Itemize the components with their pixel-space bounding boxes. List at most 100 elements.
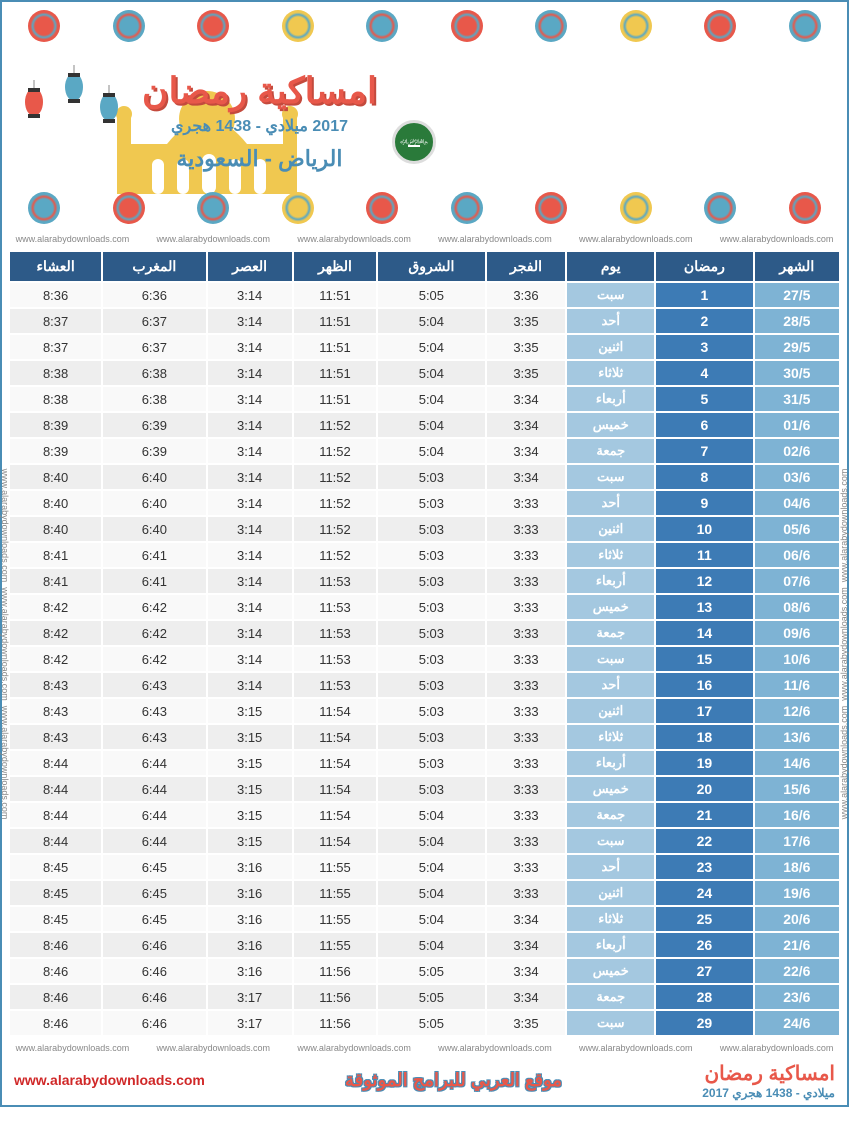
pattern-dot-icon <box>451 192 483 224</box>
table-cell: 5:03 <box>378 491 484 515</box>
table-cell: ثلاثاء <box>567 907 654 931</box>
watermark-text: www.alarabydownloads.com <box>16 234 130 244</box>
table-cell: 11:55 <box>294 881 376 905</box>
table-cell: 3:15 <box>208 803 292 827</box>
table-cell: 6:46 <box>103 1011 205 1035</box>
table-cell: 3 <box>656 335 752 359</box>
watermark-text: www.alarabydownloads.com <box>157 1043 271 1053</box>
table-row: 02/67جمعة3:345:0411:523:146:398:39 <box>10 439 839 463</box>
table-cell: أحد <box>567 491 654 515</box>
table-cell: 5:03 <box>378 465 484 489</box>
table-cell: 8:44 <box>10 803 101 827</box>
table-cell: 8:40 <box>10 491 101 515</box>
watermark-text: www.alarabydownloads.com <box>438 1043 552 1053</box>
table-cell: 8 <box>656 465 752 489</box>
watermark-text: www.alarabydownloads.com <box>157 234 271 244</box>
table-cell: 11:54 <box>294 699 376 723</box>
table-cell: 6:39 <box>103 413 205 437</box>
table-cell: سبت <box>567 647 654 671</box>
table-row: 27/51سبت3:365:0511:513:146:368:36 <box>10 283 839 307</box>
table-cell: 18/6 <box>755 855 839 879</box>
table-row: 13/618ثلاثاء3:335:0311:543:156:438:43 <box>10 725 839 749</box>
table-cell: 11:52 <box>294 439 376 463</box>
table-cell: 8:37 <box>10 309 101 333</box>
table-cell: 22/6 <box>755 959 839 983</box>
table-cell: 8:46 <box>10 985 101 1009</box>
table-row: 09/614جمعة3:335:0311:533:146:428:42 <box>10 621 839 645</box>
table-cell: 6:42 <box>103 595 205 619</box>
table-cell: ثلاثاء <box>567 725 654 749</box>
pattern-dot-icon <box>113 10 145 42</box>
table-cell: 3:14 <box>208 335 292 359</box>
table-cell: 29 <box>656 1011 752 1035</box>
table-cell: 3:14 <box>208 569 292 593</box>
table-cell: 8:43 <box>10 725 101 749</box>
table-row: 10/615سبت3:335:0311:533:146:428:42 <box>10 647 839 671</box>
table-header-cell: الشروق <box>378 252 484 281</box>
table-cell: 14 <box>656 621 752 645</box>
table-cell: 8:41 <box>10 543 101 567</box>
table-cell: أربعاء <box>567 933 654 957</box>
table-cell: خميس <box>567 595 654 619</box>
table-cell: 3:33 <box>487 673 566 697</box>
table-cell: 5:03 <box>378 621 484 645</box>
table-row: 15/620خميس3:335:0311:543:156:448:44 <box>10 777 839 801</box>
table-row: 23/628جمعة3:345:0511:563:176:468:46 <box>10 985 839 1009</box>
table-cell: 6:43 <box>103 673 205 697</box>
table-cell: 6:40 <box>103 517 205 541</box>
table-cell: 5:04 <box>378 907 484 931</box>
table-cell: جمعة <box>567 439 654 463</box>
svg-text:﷽: ﷽ <box>400 138 428 146</box>
table-cell: 28 <box>656 985 752 1009</box>
table-cell: 8:45 <box>10 855 101 879</box>
table-cell: 13 <box>656 595 752 619</box>
table-cell: 11:55 <box>294 855 376 879</box>
table-cell: أحد <box>567 855 654 879</box>
table-cell: 5:03 <box>378 595 484 619</box>
table-cell: 3:14 <box>208 673 292 697</box>
pattern-dot-icon <box>704 10 736 42</box>
table-row: 03/68سبت3:345:0311:523:146:408:40 <box>10 465 839 489</box>
table-cell: خميس <box>567 959 654 983</box>
main-title: امساكية رمضان <box>142 70 377 112</box>
table-cell: 3:33 <box>487 491 566 515</box>
pattern-dot-icon <box>366 192 398 224</box>
table-cell: 3:33 <box>487 725 566 749</box>
table-cell: 12/6 <box>755 699 839 723</box>
table-cell: 8:42 <box>10 595 101 619</box>
table-row: 28/52أحد3:355:0411:513:146:378:37 <box>10 309 839 333</box>
table-cell: 3:34 <box>487 387 566 411</box>
table-cell: 16/6 <box>755 803 839 827</box>
table-cell: 11:52 <box>294 543 376 567</box>
table-cell: اثنين <box>567 881 654 905</box>
table-cell: 11:55 <box>294 933 376 957</box>
table-cell: 6:46 <box>103 933 205 957</box>
footer-year: 2017 ميلادي - 1438 هجري <box>702 1086 835 1100</box>
table-cell: 5:04 <box>378 881 484 905</box>
table-cell: 5:03 <box>378 699 484 723</box>
watermark-text: www.alarabydownloads.com <box>16 1043 130 1053</box>
table-cell: 8:43 <box>10 699 101 723</box>
table-header-cell: الفجر <box>487 252 566 281</box>
watermark-text: www.alarabydownloads.com <box>720 234 834 244</box>
table-cell: 8:42 <box>10 621 101 645</box>
table-cell: 8:44 <box>10 829 101 853</box>
table-cell: 6:40 <box>103 491 205 515</box>
table-cell: 3:33 <box>487 595 566 619</box>
table-cell: 21/6 <box>755 933 839 957</box>
table-cell: اثنين <box>567 517 654 541</box>
table-cell: 19/6 <box>755 881 839 905</box>
table-cell: 3:16 <box>208 881 292 905</box>
table-cell: 25 <box>656 907 752 931</box>
table-cell: 5:03 <box>378 517 484 541</box>
table-cell: 18 <box>656 725 752 749</box>
header: امساكية رمضان 2017 ميلادي - 1438 هجري ال… <box>2 2 847 232</box>
table-cell: 3:14 <box>208 491 292 515</box>
watermark-text: www.alarabydownloads.com <box>297 234 411 244</box>
table-cell: 5 <box>656 387 752 411</box>
table-cell: 27 <box>656 959 752 983</box>
table-cell: 30/5 <box>755 361 839 385</box>
table-cell: 7 <box>656 439 752 463</box>
table-row: 16/621جمعة3:335:0411:543:156:448:44 <box>10 803 839 827</box>
table-cell: 5:04 <box>378 413 484 437</box>
